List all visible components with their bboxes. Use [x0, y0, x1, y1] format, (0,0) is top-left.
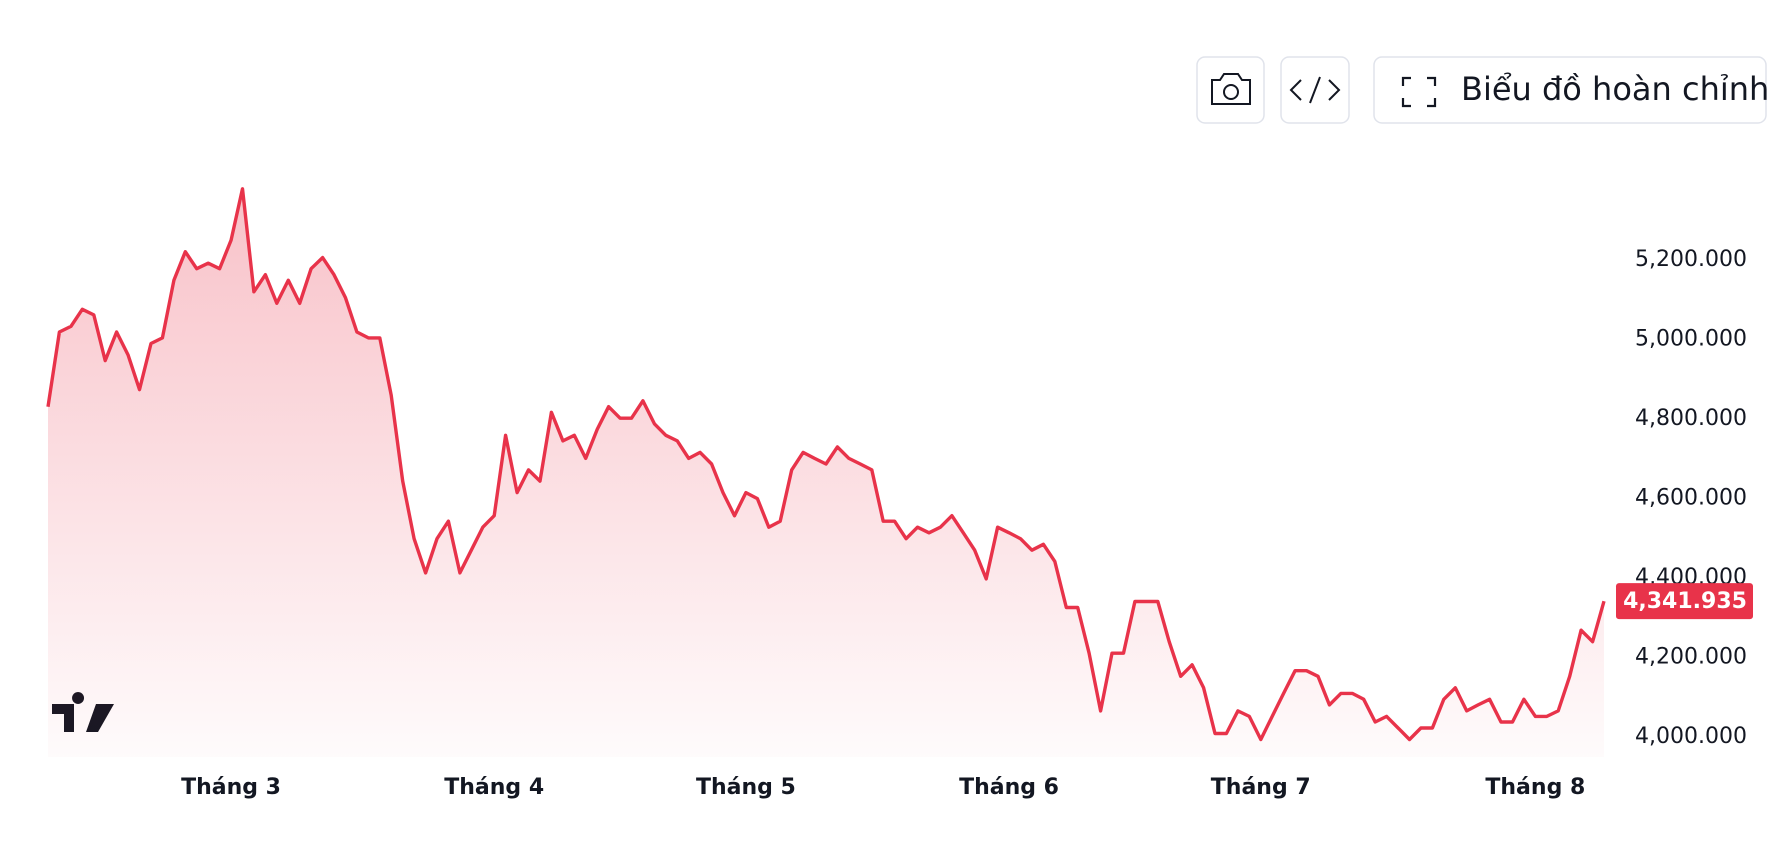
price-label: 4,341.935	[1623, 589, 1747, 614]
button-frame[interactable]	[1373, 56, 1767, 124]
fullscreen-button[interactable]: Biểu đồ hoàn chỉnh	[1373, 56, 1769, 124]
button-frame[interactable]	[1196, 56, 1265, 124]
area	[48, 188, 1604, 758]
y-tick-label: 4,600.000	[1635, 486, 1747, 511]
button-label[interactable]: Biểu đồ hoàn chỉnh	[1461, 70, 1769, 108]
x-tick-label: Tháng 3	[181, 775, 281, 800]
y-tick-label: 5,200.000	[1635, 247, 1747, 272]
y-tick-label: 4,200.000	[1635, 645, 1747, 670]
camera-icon	[1211, 73, 1251, 105]
x-tick-label: Tháng 8	[1485, 775, 1585, 800]
y-tick-label: 4,000.000	[1635, 724, 1747, 749]
screenshot-button[interactable]	[1196, 56, 1265, 124]
fullscreen-icon	[1401, 76, 1437, 108]
code-icon	[1289, 76, 1341, 104]
x-tick-label: Tháng 6	[959, 775, 1059, 800]
x-tick-label: Tháng 4	[444, 775, 544, 800]
price-line	[46, 187, 1606, 742]
price-label-box	[1616, 583, 1753, 620]
y-tick-label: 5,000.000	[1635, 327, 1747, 352]
embed-button[interactable]	[1280, 56, 1350, 124]
x-tick-label: Tháng 5	[696, 775, 796, 800]
x-tick-label: Tháng 7	[1211, 775, 1311, 800]
y-tick-label: 4,800.000	[1635, 406, 1747, 431]
